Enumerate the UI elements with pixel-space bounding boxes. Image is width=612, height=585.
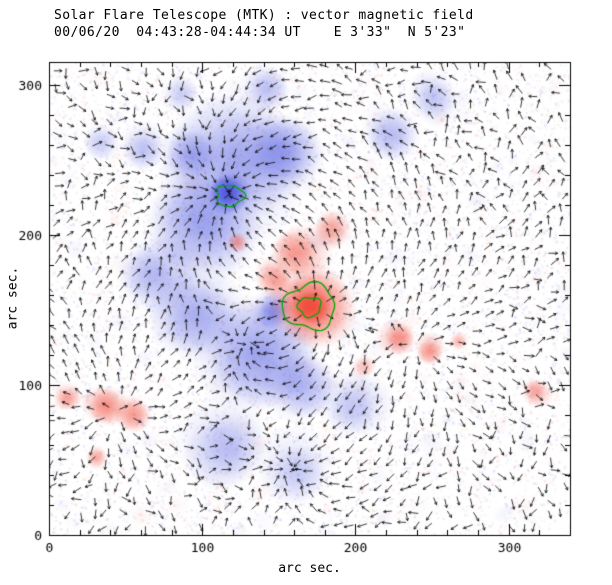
title-block: Solar Flare Telescope (MTK) : vector mag… <box>54 7 474 41</box>
y-axis-label: arc sec. <box>5 266 21 330</box>
plot-title: Solar Flare Telescope (MTK) : vector mag… <box>54 8 474 23</box>
plot-subtitle: 00/06/20 04:43:28-04:44:34 UT E 3'33" N … <box>54 25 466 40</box>
x-axis-label: arc sec. <box>278 561 341 576</box>
